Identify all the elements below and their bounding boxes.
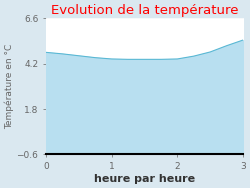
X-axis label: heure par heure: heure par heure [94,174,195,184]
Title: Evolution de la température: Evolution de la température [51,4,238,17]
Y-axis label: Température en °C: Température en °C [4,44,14,129]
